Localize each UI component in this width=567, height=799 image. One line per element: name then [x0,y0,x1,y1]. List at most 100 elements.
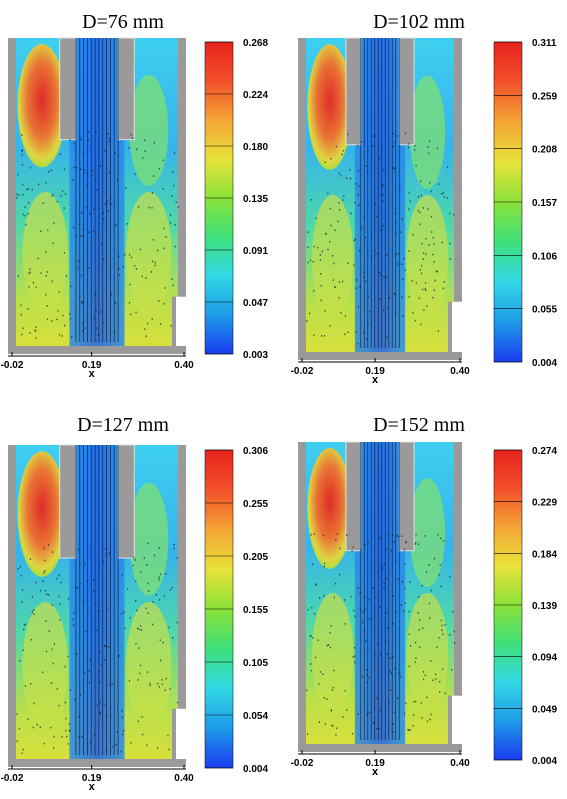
vector-dot [361,621,364,624]
vector-dot [415,657,417,659]
vector-dot [51,280,53,283]
vector-dot [45,251,47,254]
vector-dot [426,696,428,699]
vector-dot [310,198,312,201]
vector-dot [309,259,311,262]
vector-dot [135,268,138,270]
vector-dot [65,717,67,720]
vector-dot [417,209,419,212]
vector-dot [408,208,410,210]
vector-dot [444,624,446,626]
vector-dot [17,568,19,570]
vector-dot [379,537,382,539]
vector-dot [429,718,431,721]
vector-dot [154,264,156,267]
vector-dot [415,533,417,536]
vector-dot [48,630,50,632]
vector-dot [394,213,396,215]
vector-dot [76,653,78,655]
vector-dot [157,682,159,685]
vector-dot [59,603,61,606]
vector-dot [338,209,341,211]
vector-dot [102,561,105,563]
vector-dot [422,671,425,673]
vector-dot [323,562,326,565]
vector-dot [441,241,443,244]
vector-dot [395,253,397,256]
vector-dot [330,709,332,711]
vector-dot [81,274,83,277]
vector-dot [94,293,97,296]
outlet-gap [176,708,186,759]
vector-dot [148,206,150,209]
vector-dot [141,275,143,278]
vector-dot [46,318,49,321]
vector-dot [171,586,173,589]
vector-dot [121,716,124,719]
vector-dot [407,146,410,149]
vector-dot [394,208,396,210]
colorbar-tick-label: 0.155 [243,605,268,616]
vector-dot [23,624,25,627]
vector-dot [149,684,151,687]
vector-dot [369,618,371,620]
vector-dot [449,633,451,636]
vector-dot [344,689,346,692]
vector-dot [390,672,392,674]
vector-dot [344,599,346,601]
vector-dot [405,540,408,543]
vector-dot [61,335,63,337]
vector-dot [172,171,174,173]
vector-dot [159,639,161,642]
vector-dot [420,194,422,197]
vector-dot [79,135,81,138]
vector-dot [50,726,52,729]
vector-dot [99,681,101,683]
vector-dot [313,533,315,535]
vector-dot [424,674,426,677]
vector-dot [114,152,116,154]
vector-dot [357,306,360,308]
vector-dot [333,669,335,672]
vector-dot [30,683,32,685]
vector-dot [82,301,84,303]
vector-dot [391,727,393,730]
vector-dot [441,668,444,671]
vector-dot [23,628,25,631]
vector-dot [432,679,434,682]
vector-dot [72,618,74,621]
vector-dot [149,682,151,685]
vector-dot [42,580,44,582]
x-tick-label: 0.40 [174,360,194,371]
vector-dot [367,712,369,715]
vector-dot [379,606,381,608]
vector-dot [383,582,385,584]
vector-dot [426,305,428,307]
colorbar-tick-label: 0.208 [532,145,557,156]
vector-dot [439,680,441,683]
vector-dot [383,275,385,278]
vector-dot [361,226,363,229]
vector-dot [44,570,46,572]
vector-dot [376,697,378,700]
vector-dot [90,742,92,744]
vector-dot [52,193,54,196]
vector-dot [16,740,18,742]
vector-dot [372,145,374,147]
vector-dot [58,595,60,598]
vector-dot [443,281,445,283]
vector-dot [334,582,337,585]
vector-dot [70,285,72,288]
vector-dot [63,207,65,209]
vector-dot [35,286,37,289]
vector-dot [372,587,374,589]
colorbar-tick-label: 0.259 [532,91,557,102]
x-tick-label: -0.02 [291,758,314,769]
vector-dot [366,338,368,340]
vector-dot [307,261,309,264]
vector-dot [347,331,349,334]
colorbar-tick-label: 0.094 [532,653,557,664]
vector-dot [333,262,335,265]
vector-dot [367,249,369,252]
high-velocity-region [17,44,67,168]
